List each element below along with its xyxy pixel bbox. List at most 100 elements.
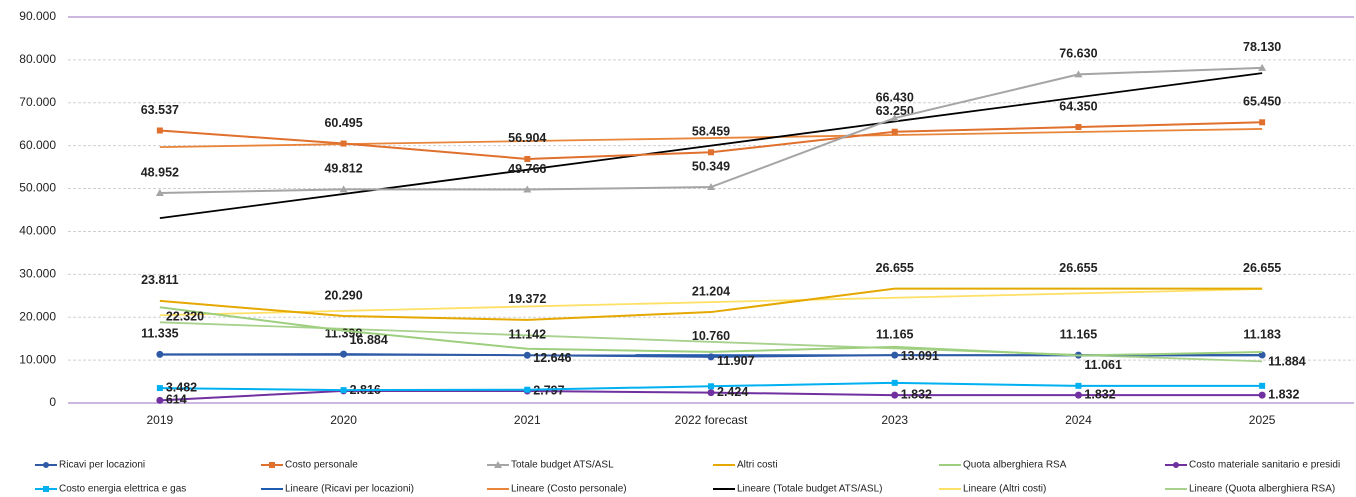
- legend-marker: [269, 462, 275, 468]
- marker: [340, 350, 348, 358]
- y-tick-label: 80.000: [19, 52, 56, 66]
- data-label: 11.907: [717, 354, 755, 368]
- y-tick-label: 20.000: [19, 309, 56, 323]
- x-tick-label: 2023: [881, 413, 908, 427]
- legend-label: Costo materiale sanitario e presidi: [1189, 460, 1340, 471]
- marker: [156, 396, 164, 404]
- marker: [708, 383, 714, 390]
- legend-marker: [43, 462, 49, 468]
- legend-marker: [43, 486, 49, 492]
- data-label: 614: [166, 393, 187, 407]
- data-label: 13.091: [901, 349, 939, 363]
- marker: [1258, 391, 1266, 399]
- data-label: 3.482: [166, 380, 197, 394]
- marker: [340, 140, 347, 147]
- data-label: 12.646: [533, 351, 571, 365]
- marker: [1075, 382, 1082, 389]
- legend-label: Costo personale: [285, 460, 358, 471]
- data-label: 2.797: [533, 383, 564, 397]
- legend-label: Lineare (Costo personale): [511, 484, 627, 495]
- legend-label: Lineare (Quota alberghiera RSA): [1189, 484, 1335, 495]
- data-label: 20.290: [324, 288, 362, 302]
- x-tick-label: 2020: [330, 413, 357, 427]
- marker: [523, 351, 531, 359]
- legend-label: Quota alberghiera RSA: [963, 460, 1067, 471]
- data-label: 11.061: [1084, 358, 1122, 372]
- data-label: 1.832: [901, 387, 932, 401]
- data-label: 1.832: [1268, 387, 1299, 401]
- data-label: 66.430: [876, 90, 914, 104]
- trendline: [159, 288, 1263, 317]
- x-tick-label: 2025: [1249, 413, 1276, 427]
- marker: [707, 183, 715, 191]
- data-label: 11.335: [141, 327, 179, 341]
- marker: [155, 189, 164, 197]
- x-tick-label: 2022 forecast: [675, 413, 748, 427]
- data-label: 11.183: [1243, 327, 1281, 341]
- data-label: 50.349: [692, 159, 730, 173]
- marker: [891, 128, 898, 135]
- legend-marker: [494, 461, 502, 468]
- x-tick-label: 2019: [147, 413, 174, 427]
- series-line: [159, 287, 1263, 321]
- data-label: 60.495: [324, 116, 362, 130]
- data-label: 56.904: [508, 131, 546, 145]
- marker: [708, 149, 714, 156]
- trendline: [159, 72, 1263, 220]
- legend-label: Lineare (Totale budget ATS/ASL): [737, 484, 882, 495]
- data-label: 49.812: [324, 162, 362, 176]
- marker: [524, 386, 531, 393]
- legend-label: Ricavi per locazioni: [59, 460, 145, 471]
- marker: [156, 385, 163, 392]
- y-tick-label: 50.000: [19, 181, 56, 195]
- marker: [1075, 124, 1082, 131]
- data-label: 65.450: [1243, 95, 1281, 109]
- data-label: 49.766: [508, 162, 546, 176]
- marker: [707, 389, 715, 397]
- data-label: 76.630: [1059, 47, 1097, 61]
- marker: [339, 185, 348, 193]
- data-label: 10.760: [692, 329, 730, 343]
- data-label: 11.884: [1268, 354, 1306, 368]
- data-label: 48.952: [141, 165, 179, 179]
- marker: [156, 127, 163, 134]
- marker: [891, 351, 899, 359]
- data-label: 63.537: [141, 103, 179, 117]
- legend-label: Costo energia elettrica e gas: [59, 484, 186, 495]
- y-tick-label: 0: [49, 395, 56, 409]
- data-label: 11.142: [509, 328, 547, 342]
- y-tick-label: 10.000: [19, 352, 56, 366]
- data-label: 21.204: [692, 284, 730, 298]
- series-line: [159, 306, 1263, 357]
- marker: [891, 379, 898, 386]
- y-tick-label: 90.000: [19, 9, 56, 23]
- data-label: 16.884: [350, 333, 388, 347]
- legend-label: Totale budget ATS/ASL: [511, 460, 614, 471]
- marker: [891, 391, 899, 399]
- marker: [524, 155, 531, 162]
- marker: [707, 353, 715, 361]
- data-label: 11.165: [876, 327, 914, 341]
- data-label: 78.130: [1243, 40, 1281, 54]
- data-label: 26.655: [1243, 261, 1281, 275]
- y-tick-label: 30.000: [19, 267, 56, 281]
- x-tick-label: 2021: [514, 413, 541, 427]
- marker: [1258, 351, 1266, 359]
- y-tick-label: 60.000: [19, 138, 56, 152]
- legend-label: Altri costi: [737, 460, 778, 471]
- marker: [1258, 63, 1267, 71]
- marker: [1259, 119, 1266, 126]
- marker: [156, 350, 164, 358]
- data-label: 1.832: [1084, 387, 1115, 401]
- data-label: 22.320: [166, 310, 204, 324]
- data-label: 26.655: [1059, 261, 1097, 275]
- data-label: 2.424: [717, 385, 748, 399]
- marker: [1074, 70, 1083, 78]
- legend-label: Lineare (Ricavi per locazioni): [285, 484, 414, 495]
- marker: [890, 114, 899, 122]
- data-label: 26.655: [876, 261, 914, 275]
- data-label: 11.165: [1060, 327, 1098, 341]
- data-label: 58.459: [692, 125, 730, 139]
- marker: [340, 387, 347, 394]
